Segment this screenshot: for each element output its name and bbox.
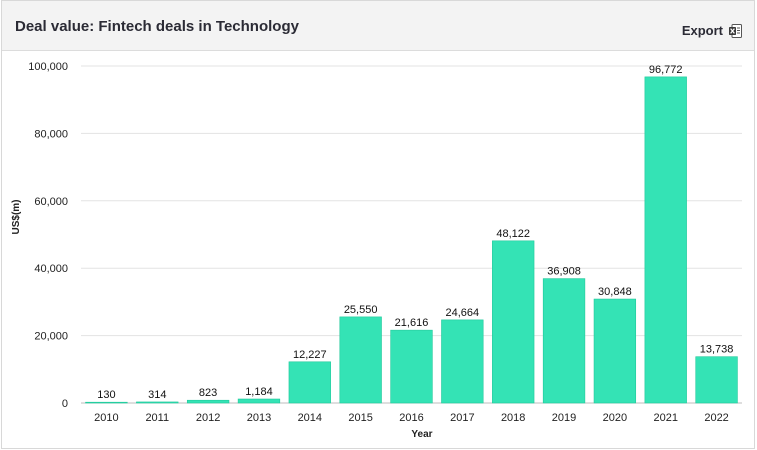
- bar-2019[interactable]: [542, 278, 586, 404]
- data-label: 13,738: [700, 344, 734, 356]
- data-label: 130: [97, 389, 115, 401]
- bar-2021[interactable]: [644, 76, 687, 404]
- x-tick-label: 2016: [399, 412, 423, 424]
- x-tick-label: 2019: [552, 412, 576, 424]
- bar-2022[interactable]: [695, 356, 738, 404]
- x-tick-label: 2013: [247, 412, 271, 424]
- excel-file-icon: [729, 23, 742, 38]
- data-label: 30,848: [598, 286, 632, 298]
- x-tick-label: 2017: [450, 412, 474, 424]
- x-tick-label: 2010: [94, 412, 118, 424]
- x-tick-label: 2012: [196, 412, 220, 424]
- x-tick-label: 2011: [145, 412, 169, 424]
- bar-2012[interactable]: [186, 399, 230, 404]
- y-tick-label: 20,000: [34, 331, 68, 343]
- y-tick-label: 80,000: [34, 128, 68, 140]
- data-label: 24,664: [446, 307, 480, 319]
- x-tick-label: 2020: [603, 412, 627, 424]
- x-tick-label: 2018: [501, 412, 525, 424]
- y-axis-title: US$(m): [11, 199, 22, 234]
- export-label: Export: [681, 23, 723, 38]
- data-label: 823: [199, 387, 217, 399]
- data-label: 25,550: [344, 304, 378, 316]
- x-tick-label: 2022: [704, 412, 728, 424]
- bar-2010[interactable]: [85, 401, 128, 404]
- y-tick-label: 100,000: [28, 61, 68, 73]
- y-tick-label: 60,000: [34, 196, 68, 208]
- chart-header: Deal value: Fintech deals in Technology …: [2, 1, 754, 51]
- data-label: 12,227: [293, 349, 327, 361]
- data-label: 48,122: [496, 228, 530, 240]
- x-tick-label: 2014: [298, 412, 322, 424]
- data-label: 96,772: [649, 64, 683, 76]
- x-tick-label: 2015: [348, 412, 372, 424]
- bar-2017[interactable]: [441, 319, 484, 404]
- export-button[interactable]: Export: [682, 23, 742, 38]
- data-label: 1,184: [245, 386, 273, 398]
- data-label: 21,616: [395, 317, 429, 329]
- data-label: 314: [148, 389, 166, 401]
- bar-2020[interactable]: [593, 298, 637, 404]
- x-axis-title: Year: [411, 429, 432, 440]
- chart-title: Deal value: Fintech deals in Technology: [15, 18, 299, 35]
- bar-2015[interactable]: [339, 316, 382, 404]
- bar-2016[interactable]: [390, 329, 433, 404]
- data-label: 36,908: [547, 266, 581, 278]
- bar-2018[interactable]: [492, 240, 535, 404]
- y-tick-label: 0: [62, 398, 68, 410]
- x-tick-label: 2021: [653, 412, 677, 424]
- y-tick-label: 40,000: [34, 263, 68, 275]
- bar-2014[interactable]: [288, 361, 331, 404]
- bar-2013[interactable]: [237, 398, 281, 404]
- bar-2011[interactable]: [136, 401, 179, 404]
